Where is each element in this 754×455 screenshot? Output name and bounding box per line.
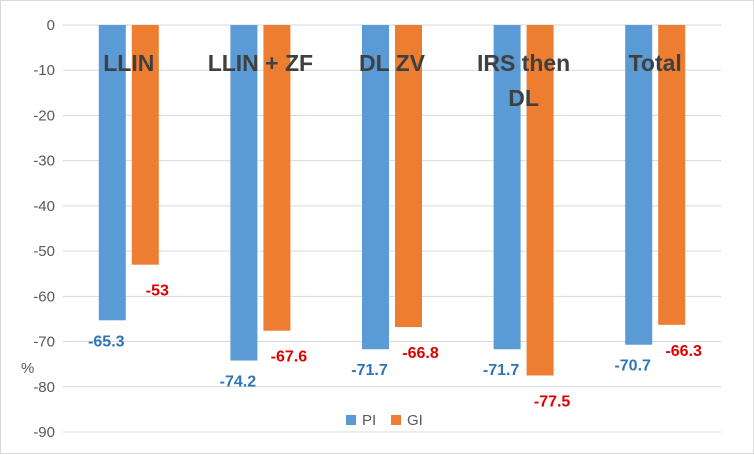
y-tick-label: -80: [33, 379, 55, 396]
legend-swatch-gi: [391, 415, 401, 425]
y-tick-label: -70: [33, 334, 55, 351]
bar-pi: [230, 25, 258, 361]
data-label-gi: -67.6: [271, 349, 308, 366]
bar-pi: [625, 25, 653, 345]
gridlines: [63, 24, 721, 433]
data-label-pi: -65.3: [88, 333, 125, 350]
category-label: DL ZV: [359, 50, 426, 76]
data-label-gi: -66.8: [402, 345, 439, 362]
y-tick-label: -50: [33, 243, 55, 260]
legend: PI GI: [346, 412, 423, 429]
y-axis-ticks: 0 -10 -20 -30 -40 -50 -60 -70 -80 -90: [33, 17, 55, 441]
legend-label-pi: PI: [362, 412, 376, 429]
category-label-line: DL ZV: [359, 50, 426, 76]
y-tick-label: -20: [33, 107, 55, 124]
bar-gi: [658, 25, 686, 325]
legend-swatch-pi: [346, 415, 356, 425]
bar-gi: [526, 25, 554, 376]
category-label-line: DL: [508, 85, 539, 111]
category-label: IRS then DL: [477, 50, 570, 111]
category-label: LLIN: [103, 50, 154, 76]
category-label-line: LLIN: [103, 50, 154, 76]
data-label-pi: -70.7: [614, 358, 651, 375]
bar-gi: [131, 25, 159, 265]
bars: [98, 25, 686, 376]
bar-gi: [395, 25, 422, 328]
data-label-pi: -71.7: [483, 362, 520, 379]
data-labels: -65.3 -53 -74.2 -67.6 -71.7 -66.8 -71.7 -77.5 -7…: [88, 283, 702, 411]
data-label-gi: -77.5: [534, 393, 571, 410]
y-tick-label: -10: [33, 62, 55, 79]
data-label-pi: -74.2: [220, 374, 257, 391]
legend-label-gi: GI: [407, 412, 423, 429]
y-tick-label: -40: [33, 198, 55, 215]
y-tick-label: -30: [33, 153, 55, 170]
category-label-line: IRS then: [477, 50, 570, 76]
category-labels: LLIN LLIN + ZF DL ZV IRS then DL Total: [103, 50, 682, 111]
category-label: LLIN + ZF: [208, 50, 313, 76]
data-label-gi: -66.3: [665, 343, 702, 360]
bar-pi: [98, 25, 126, 321]
bar-gi: [263, 25, 291, 331]
category-label: Total: [629, 50, 682, 76]
bar-pi: [362, 25, 389, 350]
data-label-gi: -53: [146, 283, 169, 300]
category-label-line: Total: [629, 50, 682, 76]
y-tick-label: 0: [47, 17, 55, 34]
data-label-pi: -71.7: [351, 362, 388, 379]
category-label-line: LLIN + ZF: [208, 50, 313, 76]
y-tick-label: -90: [33, 424, 55, 441]
bar-pi: [493, 25, 521, 350]
y-tick-label: -60: [33, 288, 55, 305]
y-axis-label: %: [21, 360, 34, 377]
